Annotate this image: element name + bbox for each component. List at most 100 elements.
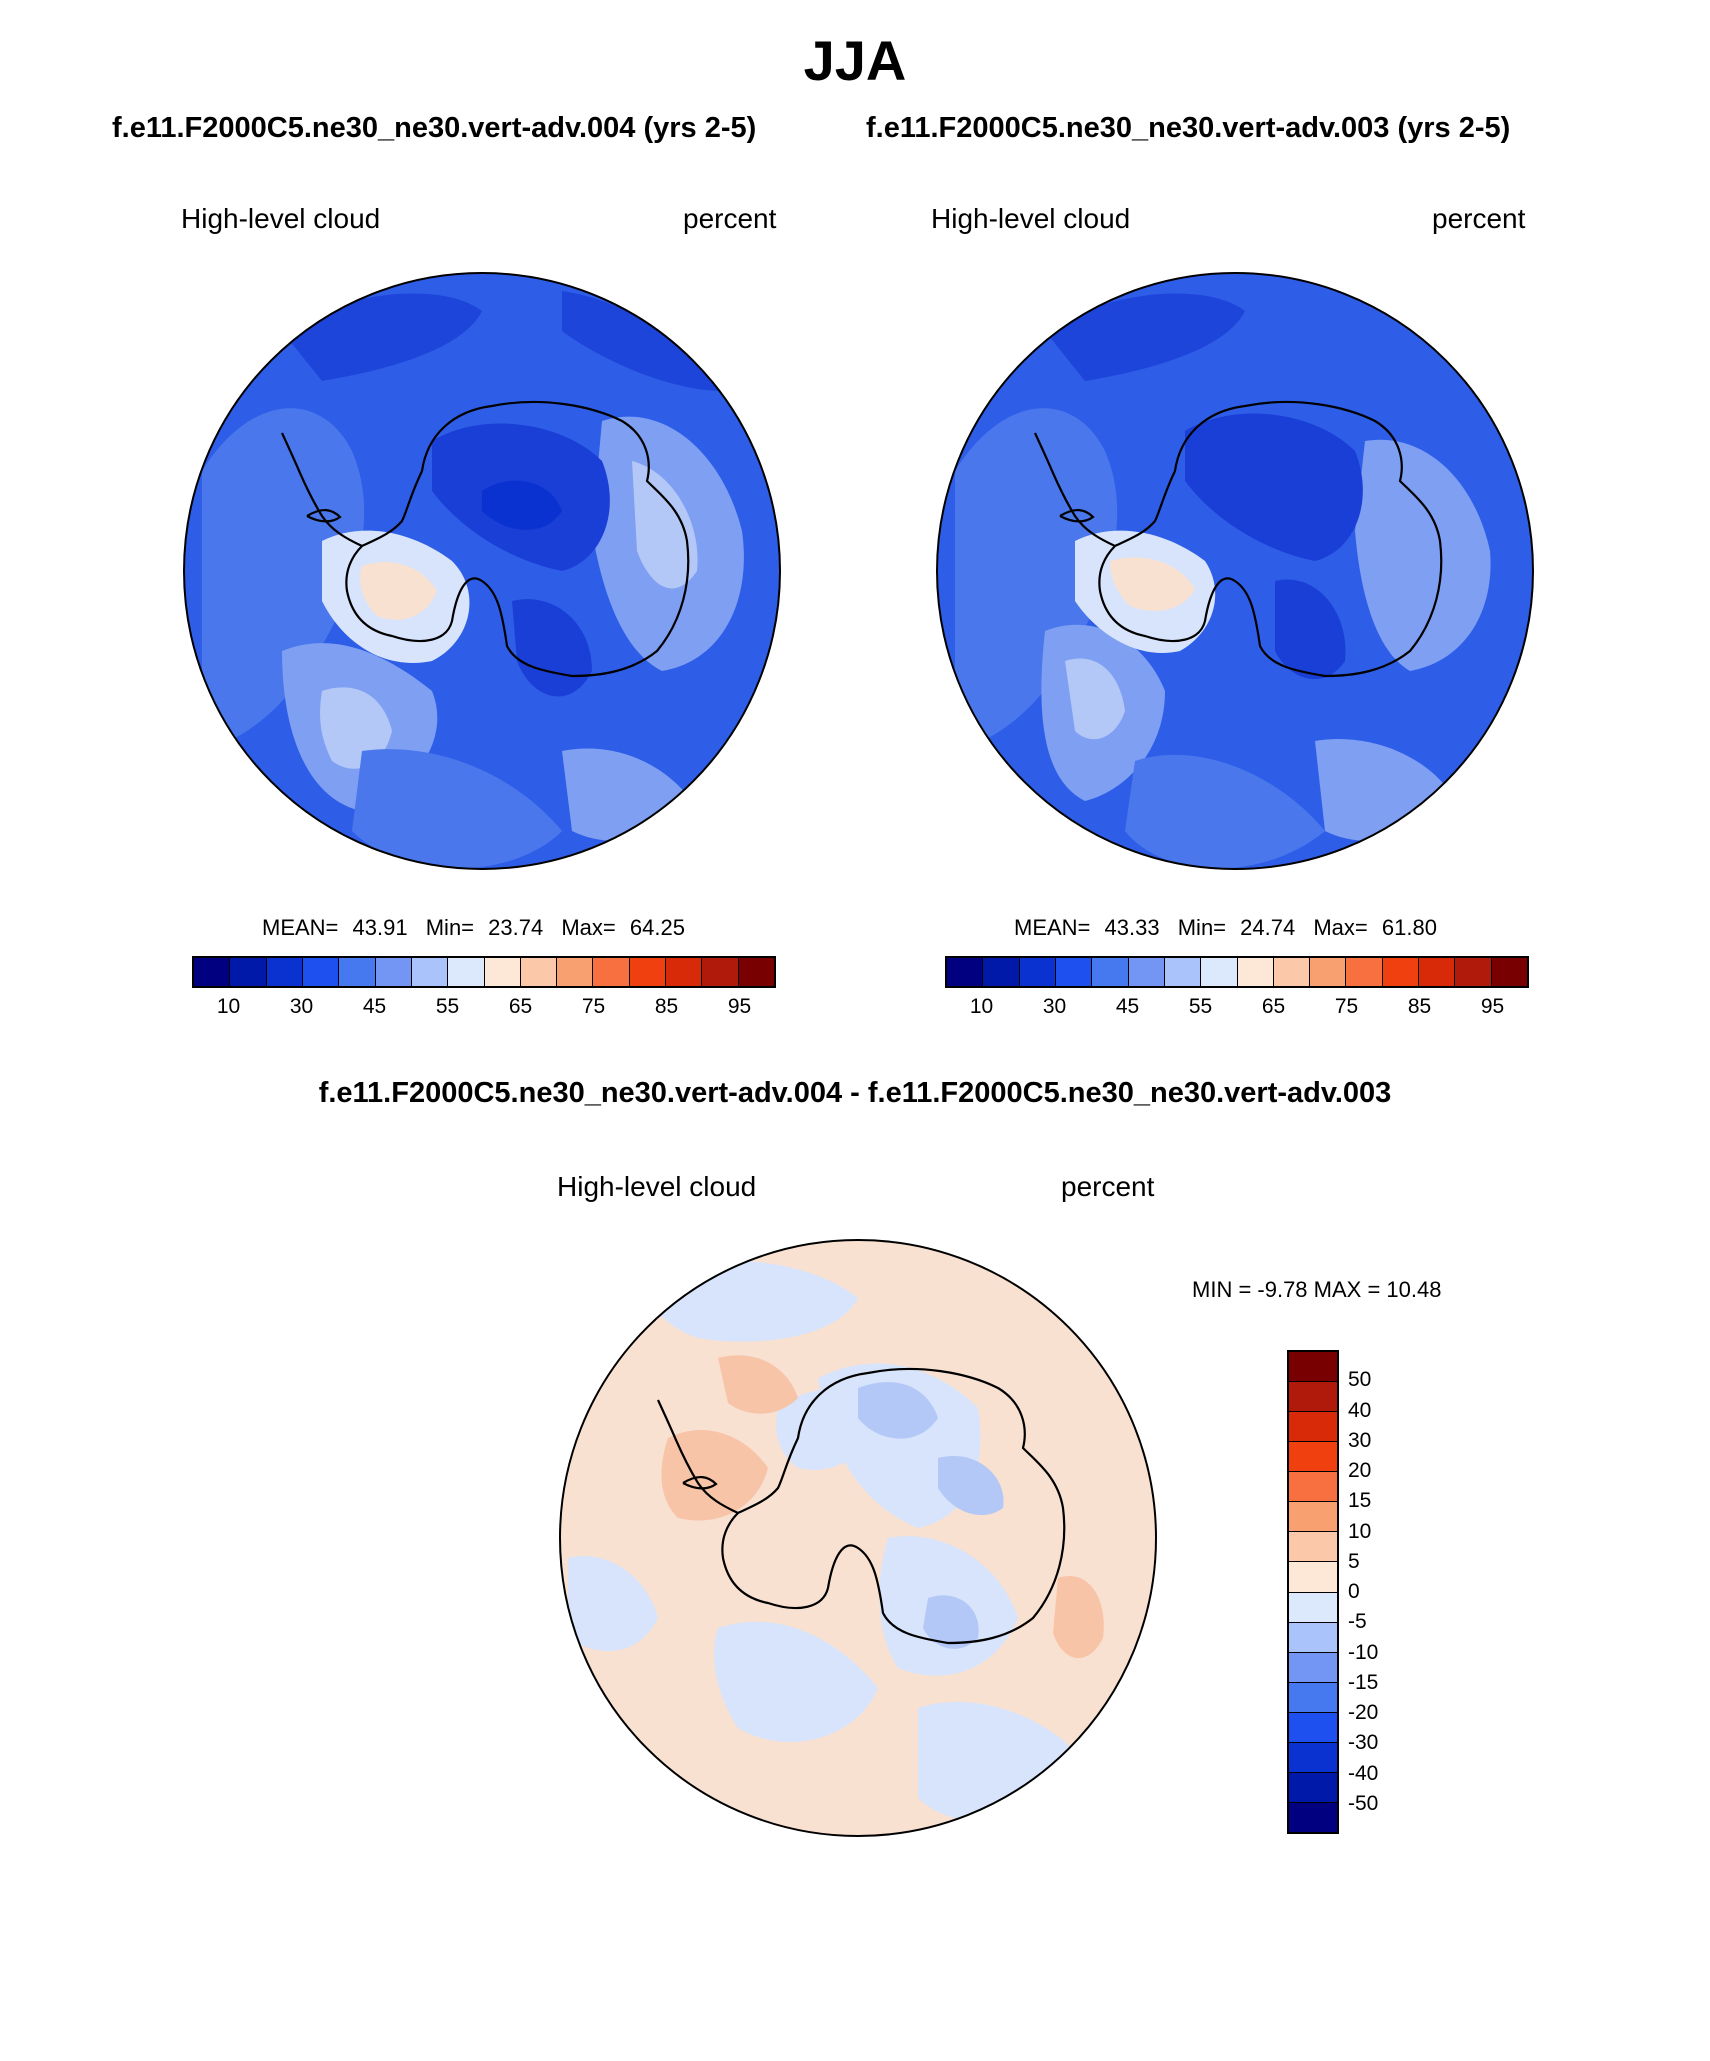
panel1-variable-label: High-level cloud [181,203,381,234]
diff-units-label: percent [1061,1171,1155,1202]
diff-field-region [938,1456,1004,1516]
panel1-max-label: Max= [561,915,616,940]
map2-field-region [1110,557,1195,611]
colorbar-tick-label: 85 [654,995,679,1018]
colorbar-swatch [1289,1502,1337,1533]
panel2-max-label: Max= [1313,915,1368,940]
diff-title: f.e11.F2000C5.ne30_ne30.vert-adv.004 - f… [318,1077,1392,1109]
page-title: JJA [803,29,907,92]
colorbar-swatch [1289,1412,1337,1443]
map1-border [183,272,781,870]
colorbar-tick-label: -20 [1348,1701,1379,1724]
panel1-colorbar-ticks: 10 30 45 55 65 75 85 95 [192,995,776,1025]
diff-field-region [858,1382,938,1439]
panel1-colorbar [192,956,776,988]
colorbar-tick-label: 95 [1480,995,1505,1018]
colorbar-swatch [1289,1652,1337,1683]
colorbar-swatch [302,958,340,986]
colorbar-swatch [1201,958,1238,986]
diff-variable-label: High-level cloud [557,1171,757,1202]
colorbar-swatch [339,958,376,986]
panel2-colorbar-ticks: 10 30 45 55 65 75 85 95 [945,995,1529,1025]
colorbar-tick-label: -50 [1348,1791,1379,1815]
diff-peninsula-coastline [657,1399,739,1514]
colorbar-swatch [1092,958,1129,986]
diff-colorbar [1287,1350,1339,1834]
colorbar-swatch [1289,1772,1337,1803]
panel1-mean-value: 43.91 [352,915,408,940]
map2-field-region [1185,413,1363,561]
colorbar-swatch [1289,1382,1337,1413]
diff-field-region [568,1556,658,1652]
colorbar-swatch [1164,958,1202,986]
panel2-variable-label: High-level cloud [931,203,1131,234]
colorbar-swatch [375,958,412,986]
diff-field-region [923,1595,979,1649]
diff-field-region [714,1621,878,1743]
colorbar-tick-label: 55 [435,995,460,1018]
panel2-mean-label: MEAN= [1014,915,1091,940]
map2-peninsula-coastline [1034,432,1116,547]
colorbar-swatch [266,958,303,986]
colorbar-swatch [1491,958,1527,986]
panel1-max-value: 64.25 [629,915,685,940]
colorbar-swatch [520,958,558,986]
panel2-units-label: percent [1432,203,1526,234]
colorbar-swatch [1273,958,1311,986]
map1-field-region [632,461,698,589]
panel2-colorbar [945,956,1529,988]
colorbar-tick-label: -10 [1348,1640,1379,1664]
colorbar-swatch [1310,958,1347,986]
colorbar-swatch [666,958,703,986]
colorbar-tick-label: 95 [727,995,752,1018]
diff-field-region [1053,1576,1104,1659]
diff-minmax: MIN = -9.78 MAX = 10.48 [1192,1277,1442,1302]
colorbar-tick-label: 0 [1348,1580,1360,1603]
colorbar-tick-label: 10 [1348,1519,1372,1543]
colorbar-tick-label: 30 [289,995,314,1018]
map1-field-region [320,687,392,769]
colorbar-swatch [1419,958,1456,986]
colorbar-swatch [1346,958,1383,986]
colorbar-tick-label: 30 [1348,1428,1372,1452]
map1-field-region [202,408,365,751]
map-panel1 [183,272,781,870]
colorbar-swatch [1289,1592,1337,1623]
colorbar-tick-label: 5 [1348,1549,1360,1573]
colorbar-swatch [1455,958,1492,986]
colorbar-swatch [1289,1442,1337,1473]
colorbar-swatch [484,958,521,986]
colorbar-swatch [738,958,774,986]
map1-antarctica-coastline [345,400,690,678]
colorbar-swatch [1289,1742,1337,1773]
colorbar-swatch [1128,958,1165,986]
map1-field-region [360,562,437,620]
colorbar-swatch [947,958,984,986]
panel1-min-value: 23.74 [488,915,544,940]
colorbar-tick-label: -30 [1348,1731,1379,1755]
colorbar-swatch [1055,958,1093,986]
colorbar-swatch [1289,1802,1337,1832]
colorbar-tick-label: 65 [508,995,533,1018]
colorbar-tick-label: -40 [1348,1761,1379,1785]
colorbar-swatch [1289,1562,1337,1593]
colorbar-tick-label: 20 [1348,1459,1372,1482]
colorbar-tick-label: 65 [1261,995,1286,1018]
colorbar-tick-label: 45 [1115,995,1140,1018]
colorbar-swatch [1289,1682,1337,1713]
map1-field-region [512,599,592,697]
colorbar-tick-label: 10 [969,995,994,1018]
colorbar-swatch [230,958,267,986]
panel1-mean-label: MEAN= [262,915,339,940]
colorbar-tick-label: -5 [1348,1610,1367,1634]
colorbar-swatch [557,958,594,986]
colorbar-swatch [194,958,231,986]
colorbar-swatch [1289,1622,1337,1653]
colorbar-swatch [983,958,1020,986]
map2-field-region [1125,754,1325,869]
panel2-mean-value: 43.33 [1104,915,1160,940]
colorbar-tick-label: 50 [1348,1368,1372,1392]
colorbar-swatch [1382,958,1420,986]
colorbar-swatch [1289,1352,1337,1383]
panel2-max-value: 61.80 [1381,915,1437,940]
